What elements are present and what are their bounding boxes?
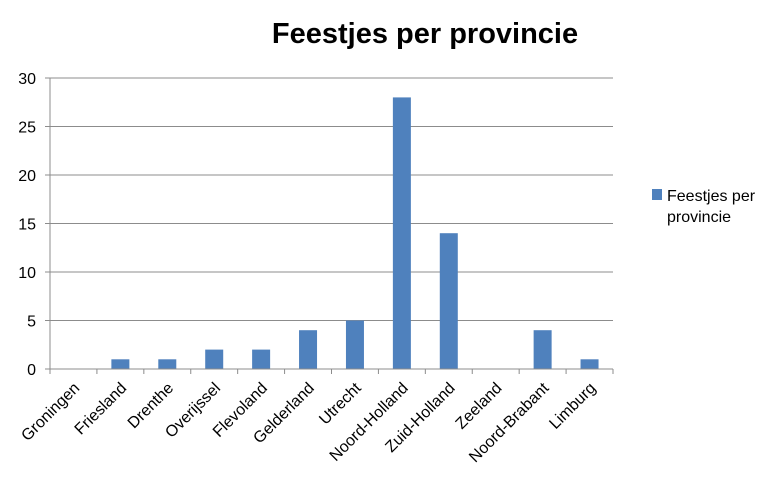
x-tick-label: Friesland [72, 380, 131, 439]
chart-title: Feestjes per provincie [272, 18, 578, 50]
y-tick-label: 15 [18, 217, 36, 234]
axes [45, 77, 614, 374]
y-tick-labels: 0 5 10 15 20 25 30 [18, 71, 36, 379]
gridlines [50, 77, 613, 321]
bar-drenthe [158, 359, 177, 369]
x-tick-label: Groningen [18, 380, 83, 445]
legend-label: Feestjes per provincie [667, 188, 760, 226]
bar-noord-holland [392, 97, 411, 370]
bar-noord-brabant [533, 330, 552, 369]
bar-utrecht [345, 320, 364, 369]
x-tick-label: Limburg [546, 380, 599, 433]
x-tick-labels: GroningenFrieslandDrentheOverijsselFlevo… [18, 379, 599, 466]
y-tick-label: 10 [18, 265, 36, 282]
legend: Feestjes per provincie [652, 188, 760, 226]
bar-limburg [580, 359, 599, 369]
y-tick-label: 30 [18, 71, 36, 88]
legend-swatch [652, 189, 662, 200]
bar-zuid-holland [439, 233, 458, 369]
bars [111, 97, 599, 370]
y-tick-label: 0 [27, 362, 36, 379]
x-tick-label: Noord-Brabant [466, 379, 553, 466]
bar-friesland [111, 359, 130, 369]
bar-gelderland [299, 330, 318, 369]
bar-overijssel [205, 349, 224, 369]
y-tick-label: 5 [27, 314, 36, 331]
y-tick-label: 25 [18, 120, 36, 137]
bar-flevoland [252, 349, 271, 369]
y-tick-label: 20 [18, 168, 36, 185]
